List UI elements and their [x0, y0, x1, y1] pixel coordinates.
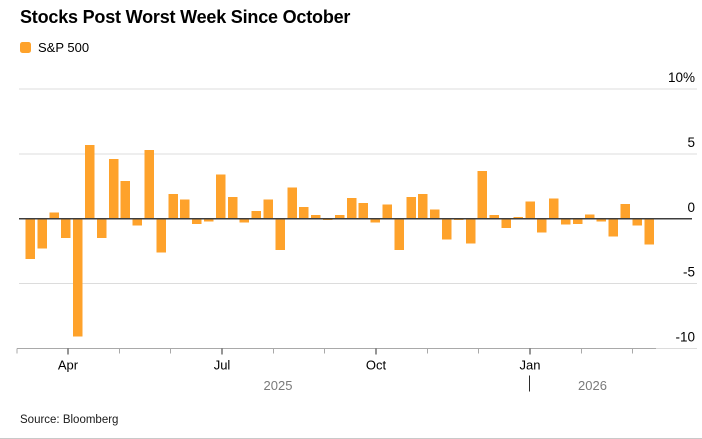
bar [537, 218, 547, 233]
y-axis-label: -5 [683, 265, 695, 280]
bar [572, 218, 583, 224]
bar [61, 218, 71, 239]
bar [108, 159, 119, 219]
bar [370, 218, 381, 223]
bar [644, 218, 654, 245]
bar [156, 218, 166, 253]
bar [620, 203, 630, 219]
bar [358, 203, 369, 219]
chart-title: Stocks Post Worst Week Since October [20, 7, 351, 27]
y-axis-label: 5 [687, 135, 695, 150]
legend: S&P 500 [20, 39, 90, 55]
bar [287, 187, 297, 219]
bar [549, 198, 559, 219]
bar [120, 181, 131, 219]
y-axis-label: 0 [687, 200, 695, 215]
bar [406, 196, 416, 219]
bar [382, 204, 392, 219]
bar [632, 218, 642, 226]
bar [346, 198, 357, 219]
bar [513, 216, 523, 219]
bar [204, 218, 214, 222]
bar [251, 211, 262, 219]
bar [442, 218, 452, 240]
bar [263, 199, 273, 219]
bar [525, 201, 535, 219]
bar [299, 207, 309, 219]
legend-swatch-icon [20, 41, 31, 53]
bar [85, 144, 95, 219]
bar [73, 218, 83, 337]
legend-label: S&P 500 [38, 39, 90, 55]
bar [465, 218, 476, 244]
bar [561, 218, 571, 225]
bar [430, 209, 440, 219]
bar [132, 218, 143, 226]
bar [180, 199, 190, 219]
x-axis-label: Jul [214, 358, 231, 373]
y-axis-label: 10% [668, 70, 695, 85]
y-axis-label: -10 [675, 329, 695, 344]
bar [334, 214, 345, 219]
bar [418, 194, 428, 219]
year-label: 2026 [578, 378, 607, 393]
x-axis-label: Apr [58, 358, 79, 373]
bar [96, 218, 107, 239]
bar [311, 214, 321, 219]
bar [192, 218, 202, 224]
bar [227, 196, 238, 219]
bar [501, 218, 511, 228]
bar [275, 218, 285, 250]
bar [37, 218, 47, 249]
x-axis-label: Oct [366, 358, 387, 373]
chart-svg: Apr Jul Oct Jan 10% 5 0 -5 -10 2025 2026 [16, 70, 697, 393]
bar [25, 218, 35, 259]
bar [489, 214, 500, 219]
bar [215, 174, 226, 219]
bar [168, 194, 178, 219]
x-axis-label: Jan [520, 358, 541, 373]
bar [394, 218, 404, 250]
bar [239, 218, 250, 223]
year-label: 2025 [264, 378, 293, 393]
bar [144, 150, 154, 219]
bar [477, 170, 488, 219]
bar [596, 218, 607, 222]
bar [608, 218, 619, 237]
bar [49, 212, 59, 219]
source-attribution: Source: Bloomberg [20, 414, 119, 426]
bar [584, 214, 595, 219]
